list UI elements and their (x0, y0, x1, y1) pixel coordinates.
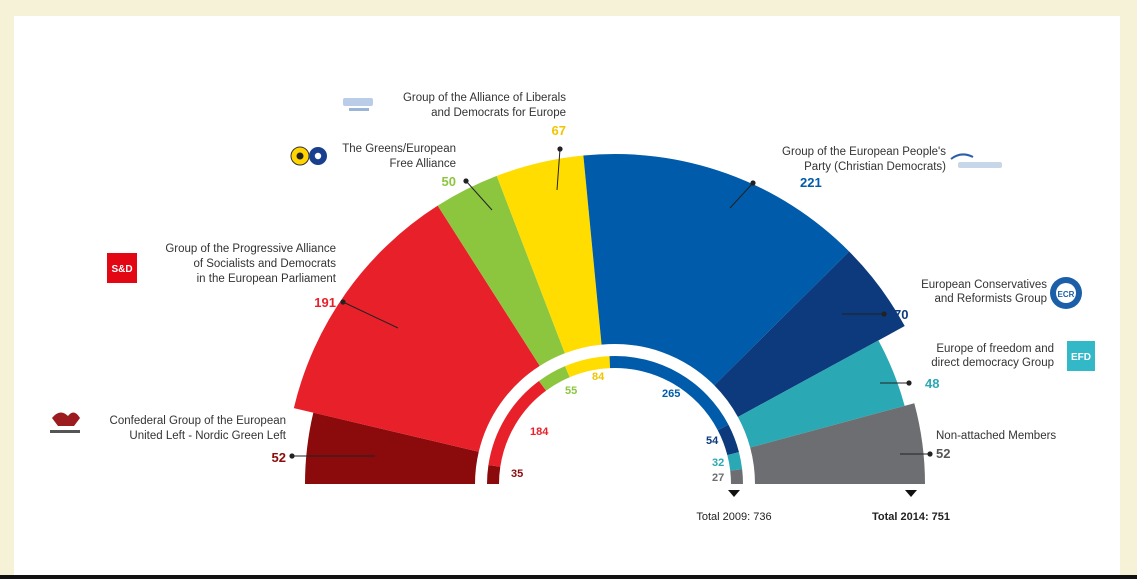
leader-dot-gue (289, 453, 295, 459)
seat-arc-2009-alde (565, 356, 611, 378)
leader-line-alde (556, 148, 561, 191)
seat-arc-2014-alde (496, 155, 602, 354)
gue-logo (50, 412, 80, 433)
seats-2009-epp: 265 (662, 388, 680, 400)
group-name-gue: Confederal Group of the European (110, 415, 286, 427)
seat-arc-2014-efdd (737, 340, 905, 448)
seat-arc-2009-efdd (727, 452, 743, 471)
seat-arc-2014-ecr (714, 251, 905, 417)
leader-line-greens (465, 180, 493, 211)
seats-2014-efdd: 48 (925, 376, 939, 391)
group-name-greens: Free Alliance (390, 158, 456, 170)
seats-2014-sd: 191 (314, 295, 336, 310)
seats-2009-gue: 35 (511, 468, 523, 480)
group-name-sd: in the European Parliament (197, 273, 337, 285)
seats-2014-greens: 50 (442, 174, 456, 189)
leader-line-sd (342, 301, 399, 329)
group-name-epp: Party (Christian Democrats) (804, 161, 946, 173)
group-name-greens: The Greens/European (342, 143, 456, 155)
seats-2009-efdd: 32 (712, 457, 724, 469)
seat-arc-2014-gue (305, 412, 479, 484)
efdd-logo-text: EFD (1071, 352, 1091, 363)
sd-logo: S&D (107, 253, 137, 283)
seats-2014-epp: 221 (800, 175, 822, 190)
total-2009-marker (728, 490, 740, 497)
group-name-efdd: Europe of freedom and (936, 343, 1054, 355)
total-2009-label: Total 2009: 736 (696, 511, 771, 523)
group-name-ecr: and Reformists Group (935, 293, 1048, 305)
seats-2009-ni: 27 (712, 472, 724, 484)
leader-dot-sd (340, 299, 346, 305)
seats-2014-alde: 67 (552, 123, 566, 138)
group-name-ni: Non-attached Members (936, 430, 1056, 442)
total-2014-marker (905, 490, 917, 497)
leader-dot-ecr (881, 311, 887, 317)
sd-logo-text: S&D (111, 264, 132, 275)
seats-2009-ecr: 54 (706, 435, 719, 447)
seats-2014-gue: 52 (272, 450, 286, 465)
leader-line-epp (729, 182, 754, 209)
seats-2009-sd: 184 (530, 426, 549, 438)
group-name-sd: Group of the Progressive Alliance (165, 243, 336, 255)
seat-arc-2014-greens (437, 175, 565, 366)
greens-logo (290, 146, 327, 166)
seats-2009-greens: 55 (565, 385, 577, 397)
efdd-logo: EFD (1067, 341, 1095, 371)
seats-2014-ecr: 70 (894, 307, 908, 322)
seats-2014-ni: 52 (936, 446, 950, 461)
seat-arc-2009-gue (487, 464, 501, 484)
total-2014-label: Total 2014: 751 (872, 511, 950, 523)
group-name-gue: United Left - Nordic Green Left (129, 430, 286, 442)
seat-arc-2009-epp (609, 356, 729, 431)
group-name-alde: and Democrats for Europe (431, 107, 566, 119)
group-name-alde: Group of the Alliance of Liberals (403, 92, 566, 104)
leader-dot-alde (557, 146, 563, 152)
seat-arc-2014-epp (583, 154, 850, 386)
seat-arc-2014-ni (750, 403, 925, 484)
alde-logo (343, 98, 373, 111)
leader-dot-greens (463, 178, 469, 184)
seats-2009-alde: 84 (592, 371, 605, 383)
group-name-ecr: European Conservatives (921, 279, 1047, 291)
seat-arc-2009-ecr (717, 424, 739, 456)
seat-arc-2009-sd (488, 381, 547, 467)
seat-arc-2009-ni (730, 469, 743, 484)
bottom-border (0, 575, 1137, 579)
group-name-epp: Group of the European People's (782, 146, 946, 158)
group-name-efdd: direct democracy Group (931, 357, 1054, 369)
seat-arc-2014-sd (293, 205, 540, 452)
epp-logo (950, 153, 1002, 168)
ecr-logo-text: ECR (1058, 290, 1075, 299)
group-name-sd: of Socialists and Democrats (193, 258, 336, 270)
leader-dot-ni (927, 451, 933, 457)
ecr-logo: ECR (1050, 277, 1082, 309)
seat-arc-2009-greens (538, 366, 570, 391)
leader-dot-efdd (906, 380, 912, 386)
leader-dot-epp (750, 180, 756, 186)
